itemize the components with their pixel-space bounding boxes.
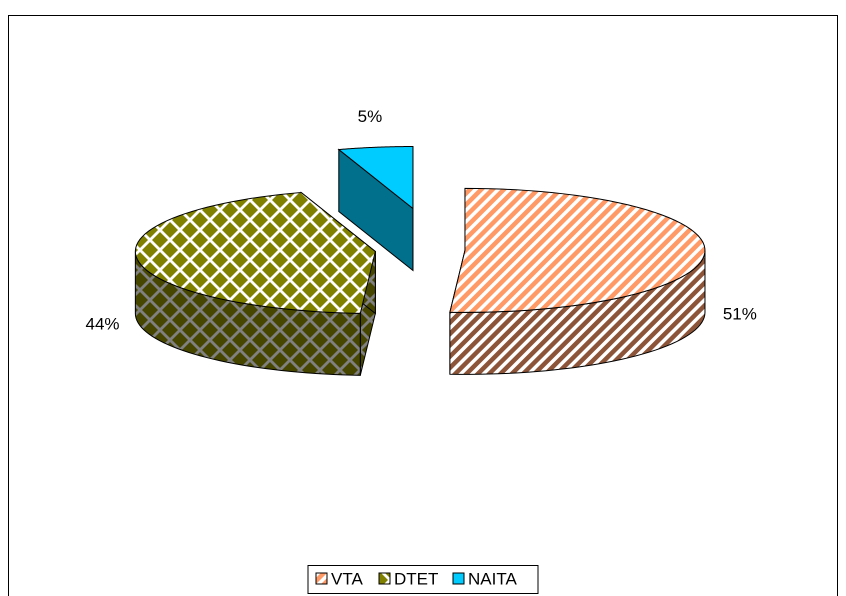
legend-box	[307, 565, 539, 594]
slice-top	[449, 187, 706, 313]
legend-label: NAITA	[468, 569, 517, 588]
slice-top	[134, 191, 376, 314]
pie-slice	[134, 191, 376, 376]
legend-label: DTET	[394, 569, 438, 588]
data-label: 5%	[358, 107, 383, 126]
data-label: 51%	[723, 305, 757, 324]
legend-swatch	[315, 572, 328, 585]
chart-area	[8, 15, 838, 596]
legend: VTA DTET NAITA	[307, 565, 539, 594]
pie-slice	[449, 187, 706, 375]
legend-label: VTA	[331, 569, 363, 588]
legend-swatch	[378, 572, 391, 585]
data-label: 44%	[86, 314, 120, 333]
pie-slice	[337, 146, 414, 272]
slice-top	[337, 146, 414, 210]
legend-swatch	[452, 572, 465, 585]
